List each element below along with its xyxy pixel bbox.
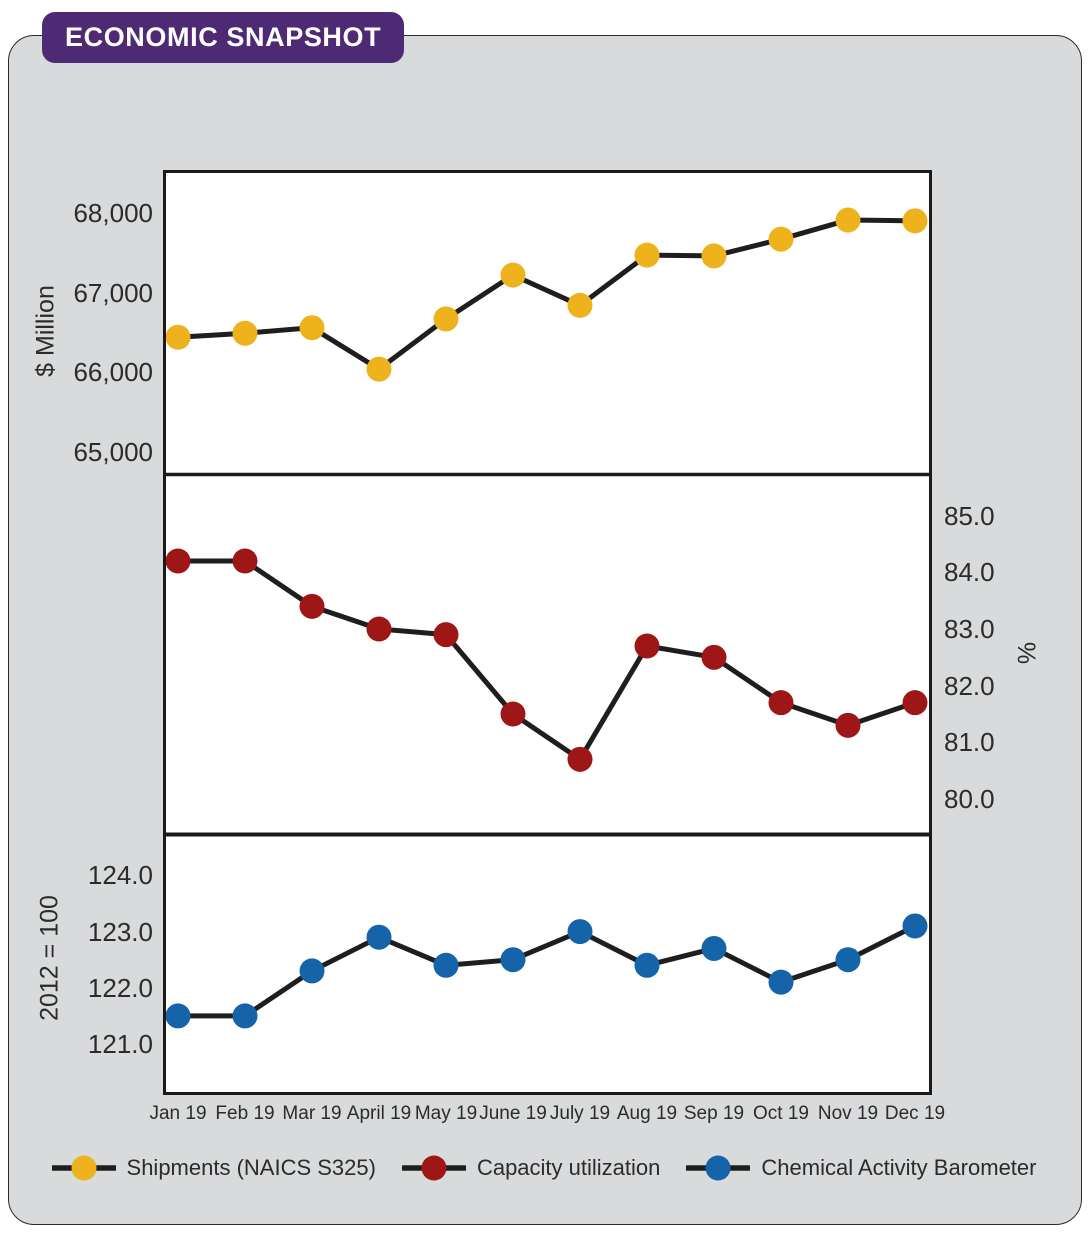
capacity-data-point <box>567 746 593 772</box>
cab-line <box>175 923 918 1019</box>
x-tick-label: June 19 <box>479 1103 547 1124</box>
shipments-data-point <box>634 242 660 268</box>
cab-data-point <box>433 952 459 978</box>
shipments-data-point <box>433 306 459 332</box>
x-tick-label: April 19 <box>346 1103 412 1124</box>
cab-data-point <box>634 952 660 978</box>
cab-data-point <box>567 919 593 945</box>
cab-data-point <box>366 924 392 950</box>
shipments-data-point <box>768 226 794 252</box>
cab-data-point <box>768 969 794 995</box>
shipments-y-tick-label: 67,000 <box>73 277 153 308</box>
x-tick-label: May 19 <box>414 1103 478 1124</box>
x-tick-label: Oct 19 <box>753 1103 809 1124</box>
shipments-y-tick-label: 68,000 <box>73 197 153 228</box>
capacity-data-point <box>232 548 258 574</box>
cab-y-tick-label: 122.0 <box>87 972 153 1003</box>
legend-item-label: Chemical Activity Barometer <box>761 1155 1037 1180</box>
capacity-data-point <box>835 712 861 738</box>
capacity-y-tick-label: 81.0 <box>944 727 995 758</box>
capacity-y-tick-label: 83.0 <box>944 614 995 644</box>
x-tick-label: Mar 19 <box>282 1103 342 1124</box>
capacity-data-point <box>366 616 392 642</box>
chart-panels <box>163 170 932 1095</box>
cab-data-point <box>701 935 727 961</box>
capacity-y-tick-label: 80.0 <box>944 784 995 814</box>
shipments-data-point <box>166 324 191 350</box>
legend-item-shipments: Shipments (NAICS S325) <box>51 1151 376 1185</box>
capacity-y-tick-label: 84.0 <box>944 557 995 588</box>
x-tick-label: Sep 19 <box>683 1103 745 1124</box>
shipments-line <box>175 217 918 373</box>
page-title-badge: ECONOMIC SNAPSHOT <box>42 12 405 63</box>
legend-item-cab: Chemical Activity Barometer <box>686 1151 1036 1185</box>
capacity-line <box>175 558 918 763</box>
y-axis-title-capacity: % <box>1013 641 1042 665</box>
capacity-y-tick-label: 82.0 <box>944 670 995 701</box>
chart-legend: Shipments (NAICS S325) Capacity utilizati… <box>40 1143 1048 1193</box>
capacity-data-point <box>701 644 727 670</box>
shipments-data-point <box>299 315 325 341</box>
cab-y-tick-label: 123.0 <box>87 916 153 947</box>
cab-data-point <box>166 1003 191 1029</box>
page-title: ECONOMIC SNAPSHOT <box>65 22 382 52</box>
cab-legend-marker-icon <box>686 1155 751 1181</box>
capacity-data-point <box>433 622 459 648</box>
shipments-data-point <box>567 292 593 318</box>
capacity-y-tick-label: 85.0 <box>944 500 995 531</box>
shipments-legend-marker-icon <box>51 1155 116 1181</box>
legend-item-capacity: Capacity utilization <box>401 1151 661 1185</box>
cab-data-point <box>835 947 861 973</box>
shipments-data-point <box>232 320 258 346</box>
cab-data-point <box>232 1003 258 1029</box>
capacity-data-point <box>166 548 191 574</box>
capacity-data-point <box>634 633 660 659</box>
x-tick-label: Dec 19 <box>884 1103 946 1124</box>
x-tick-label: Feb 19 <box>215 1103 275 1124</box>
capacity-legend-marker-icon <box>401 1155 466 1181</box>
x-tick-label: July 19 <box>549 1103 611 1124</box>
x-tick-label: Aug 19 <box>616 1103 678 1124</box>
cab-y-tick-label: 121.0 <box>87 1029 153 1060</box>
shipments-y-tick-label: 65,000 <box>73 437 153 468</box>
legend-item-label: Capacity utilization <box>476 1155 661 1180</box>
shipments-data-point <box>902 208 928 234</box>
cab-data-point <box>299 958 325 984</box>
capacity-data-point <box>768 690 794 716</box>
shipments-y-tick-label: 66,000 <box>73 357 153 388</box>
shipments-data-point <box>701 243 727 269</box>
capacity-data-point <box>902 690 928 716</box>
legend-item-label: Shipments (NAICS S325) <box>126 1155 376 1180</box>
x-tick-label: Jan 19 <box>149 1103 207 1124</box>
shipments-data-point <box>835 207 861 233</box>
cab-data-point <box>902 913 928 939</box>
cab-y-tick-label: 124.0 <box>87 860 153 891</box>
cab-data-point <box>500 947 526 973</box>
x-tick-label: Nov 19 <box>817 1103 879 1124</box>
line-charts-svg <box>166 207 929 1029</box>
shipments-data-point <box>366 356 392 382</box>
capacity-data-point <box>500 701 526 727</box>
capacity-data-point <box>299 593 325 619</box>
shipments-data-point <box>500 262 526 288</box>
